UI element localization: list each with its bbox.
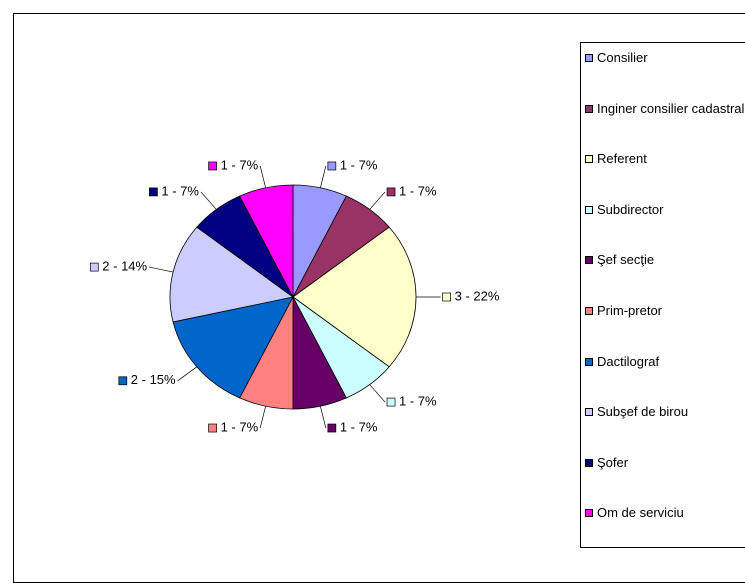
legend-key bbox=[585, 357, 593, 366]
legend-item: Referent bbox=[585, 150, 745, 168]
label-key bbox=[208, 161, 217, 171]
pie-slice bbox=[292, 226, 417, 368]
legend-key bbox=[585, 408, 593, 417]
data-label: 1 - 7% bbox=[340, 419, 378, 434]
legend-label: Om de serviciu bbox=[597, 505, 684, 521]
legend-item: Dactilograf bbox=[585, 353, 745, 371]
legend-key bbox=[585, 307, 593, 315]
data-label: 2 - 14% bbox=[102, 259, 147, 274]
label-key bbox=[89, 262, 99, 272]
legend: Consilier Inginer consilier cadastral Refe… bbox=[580, 42, 745, 548]
legend-key bbox=[585, 458, 593, 467]
leader-line bbox=[177, 366, 198, 382]
legend-item: Prim-pretor bbox=[585, 302, 745, 320]
label-key bbox=[386, 397, 396, 407]
label-key bbox=[442, 292, 451, 302]
data-label: 1 - 7% bbox=[340, 157, 378, 172]
leader-line bbox=[200, 191, 217, 210]
label-key bbox=[327, 423, 337, 433]
leader-line bbox=[259, 406, 266, 429]
legend-label: Dactilograf bbox=[597, 353, 660, 369]
legend-label: Subdirector bbox=[597, 201, 664, 217]
data-label: 2 - 15% bbox=[131, 372, 176, 387]
legend-item: Om de serviciu bbox=[585, 504, 745, 522]
legend-item: Inginer consilier cadastral bbox=[585, 100, 745, 118]
label-key bbox=[386, 187, 396, 197]
legend-label: Referent bbox=[597, 151, 647, 167]
leader-line bbox=[259, 165, 266, 188]
label-key bbox=[149, 187, 158, 197]
pie-slice bbox=[169, 226, 294, 323]
legend-key bbox=[585, 509, 593, 518]
legend-key bbox=[585, 256, 593, 265]
legend-key bbox=[585, 155, 593, 164]
leader-line bbox=[320, 406, 327, 429]
leader-line bbox=[320, 165, 327, 188]
legend-item: Subdirector bbox=[585, 201, 745, 219]
leader-line bbox=[369, 384, 386, 403]
legend-label: Consilier bbox=[597, 50, 648, 65]
label-key bbox=[327, 161, 337, 171]
legend-label: Şef secţie bbox=[597, 252, 655, 268]
data-label: 1 - 7% bbox=[221, 157, 259, 172]
data-label: 3 - 22% bbox=[455, 288, 500, 303]
leader-line bbox=[149, 266, 174, 273]
label-key bbox=[208, 423, 217, 433]
legend-key bbox=[585, 104, 593, 113]
legend-item: Consilier bbox=[585, 49, 745, 67]
leader-line bbox=[369, 191, 386, 210]
data-label: 1 - 7% bbox=[161, 183, 199, 198]
legend-label: Subşef de birou bbox=[597, 404, 689, 420]
legend-item: Şef secţie bbox=[585, 251, 745, 269]
legend-label: Şofer bbox=[597, 454, 629, 470]
legend-item: Şofer bbox=[585, 454, 745, 472]
data-label: 1 - 7% bbox=[399, 394, 437, 409]
data-label: 1 - 7% bbox=[399, 183, 437, 198]
label-key bbox=[118, 376, 128, 386]
legend-item: Subşef de birou bbox=[585, 403, 745, 421]
data-label: 1 - 7% bbox=[221, 419, 259, 434]
legend-label: Inginer consilier cadastral bbox=[597, 100, 745, 116]
legend-label: Prim-pretor bbox=[597, 303, 663, 318]
legend-key bbox=[585, 205, 593, 214]
legend-key bbox=[585, 54, 593, 62]
